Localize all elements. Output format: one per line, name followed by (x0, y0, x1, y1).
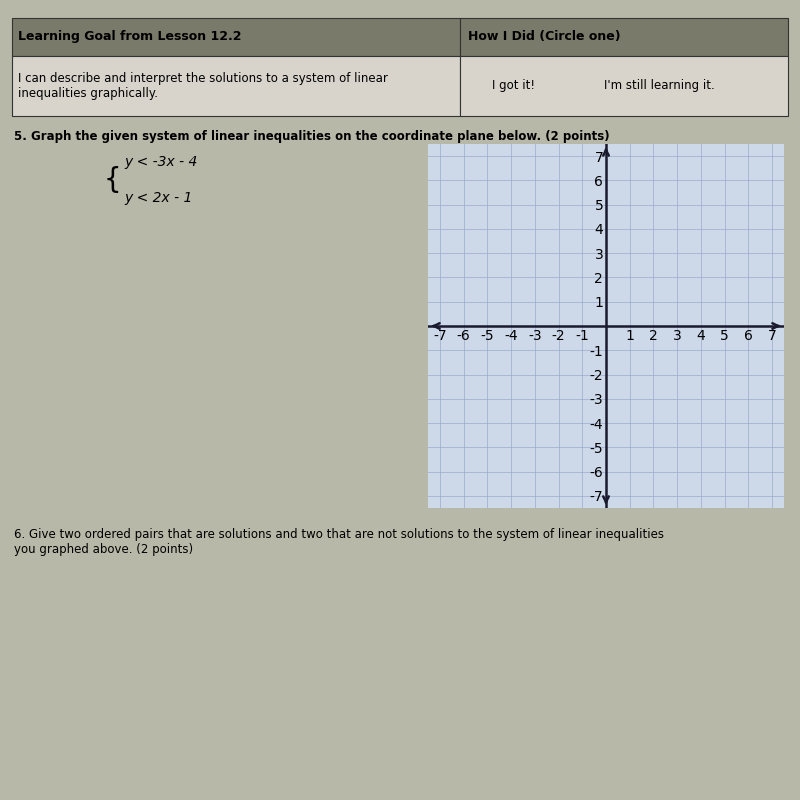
Text: I'm still learning it.: I'm still learning it. (604, 79, 714, 93)
Bar (12, 18, 460, 56)
Bar (460, 56, 788, 116)
Text: I got it!: I got it! (492, 79, 535, 93)
Text: 5. Graph the given system of linear inequalities on the coordinate plane below. : 5. Graph the given system of linear ineq… (14, 130, 610, 142)
Bar (460, 18, 788, 56)
Text: {: { (104, 166, 122, 194)
Text: 6. Give two ordered pairs that are solutions and two that are not solutions to t: 6. Give two ordered pairs that are solut… (14, 528, 664, 556)
Text: I can describe and interpret the solutions to a system of linear
inequalities gr: I can describe and interpret the solutio… (18, 72, 388, 100)
Text: y < -3x - 4: y < -3x - 4 (124, 155, 198, 170)
Bar (12, 56, 460, 116)
Text: How I Did (Circle one): How I Did (Circle one) (468, 30, 621, 43)
Text: Learning Goal from Lesson 12.2: Learning Goal from Lesson 12.2 (18, 30, 242, 43)
Text: y < 2x - 1: y < 2x - 1 (124, 190, 192, 205)
